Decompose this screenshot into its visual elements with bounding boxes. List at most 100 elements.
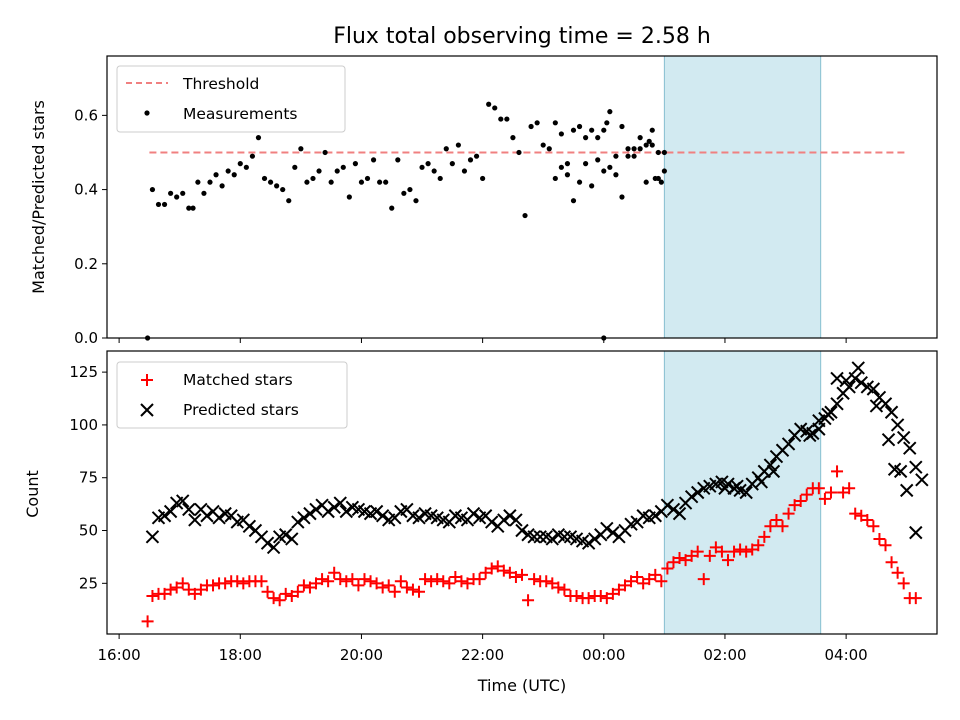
matched-point — [310, 577, 323, 590]
count-panel: 16:00 18:00 20:00 22:00 00:00 02:00 04:00 25 50 7… — [69, 350, 938, 664]
matched-point — [637, 577, 650, 590]
predicted-point — [200, 509, 214, 523]
measurement-point — [467, 157, 474, 163]
measurement-point — [583, 161, 589, 167]
matched-point — [255, 575, 268, 588]
matched-point — [812, 482, 825, 495]
matched-point — [285, 589, 298, 602]
predicted-point — [260, 536, 275, 550]
matched-point — [479, 566, 492, 579]
measurement-point — [480, 175, 486, 182]
count-legend: Matched stars Predicted stars — [116, 361, 348, 429]
measurement-point — [576, 123, 583, 130]
predicted-point — [821, 407, 835, 422]
measurement-point — [237, 161, 243, 167]
matched-point — [141, 615, 154, 628]
matched-point — [794, 494, 807, 507]
predicted-point — [830, 371, 844, 386]
measurements-series — [144, 101, 667, 341]
measurement-point — [570, 127, 577, 133]
predicted-point — [684, 490, 699, 504]
matched-point — [667, 556, 680, 569]
measurement-point — [443, 146, 449, 152]
predicted-point — [881, 432, 896, 447]
measurement-point — [504, 116, 510, 122]
measurement-point — [625, 146, 631, 152]
predicted-point — [327, 500, 341, 514]
measurement-point — [358, 179, 365, 185]
matched-point — [558, 583, 571, 596]
predicted-point — [666, 502, 681, 517]
threshold-legend-label: Threshold — [182, 75, 259, 93]
predicted-point — [660, 498, 675, 512]
matched-point — [419, 573, 432, 586]
matched-point — [782, 507, 795, 520]
predicted-point — [690, 485, 705, 500]
matched-point — [297, 579, 310, 592]
measurement-point — [534, 120, 540, 126]
measurement-point — [149, 186, 156, 193]
measurement-point — [186, 205, 192, 211]
measurement-point — [643, 142, 649, 148]
predicted-point — [545, 532, 559, 546]
predicted-point — [606, 525, 620, 540]
measurement-point — [601, 127, 607, 133]
matched-point — [437, 575, 450, 588]
measurement-point — [304, 179, 310, 185]
x-tick-label: 02:00 — [703, 646, 746, 664]
matched-point — [691, 545, 704, 558]
measurement-point — [395, 157, 401, 163]
predicted-point — [285, 532, 299, 546]
measurement-point — [637, 135, 643, 141]
measurement-point — [340, 164, 346, 170]
measurement-point — [655, 149, 661, 156]
predicted-point — [188, 513, 202, 527]
measurement-point — [589, 183, 595, 189]
measurement-point — [576, 179, 583, 185]
measurement-point — [473, 153, 480, 159]
matched-point — [728, 545, 741, 558]
matched-point — [552, 581, 565, 594]
measurement-point — [383, 179, 389, 185]
matched-point — [831, 465, 844, 478]
predicted-point — [533, 530, 547, 544]
predicted-point — [900, 483, 914, 498]
measurement-point — [661, 168, 667, 174]
predicted-point — [781, 437, 796, 451]
matched-point — [279, 587, 292, 600]
predicted-point — [266, 540, 281, 555]
predicted-point — [903, 441, 917, 455]
predicted-point — [515, 523, 529, 538]
measurement-point — [607, 109, 613, 115]
matched-point — [322, 575, 335, 588]
count-y-tick-label: 125 — [69, 363, 98, 381]
measurement-point — [631, 153, 637, 159]
matched-point — [516, 568, 528, 581]
matched-point — [612, 583, 625, 596]
ratio-axes-frame — [106, 55, 938, 339]
matched-point — [413, 585, 426, 598]
measurement-point — [225, 168, 231, 174]
measurement-point — [322, 149, 328, 156]
ratio-y-tick-label: 0.6 — [74, 106, 98, 124]
predicted-point — [739, 485, 753, 500]
measurement-point — [510, 135, 516, 141]
measurement-point — [328, 179, 334, 185]
matched-point — [443, 577, 456, 590]
matched-point — [600, 592, 613, 605]
matched-point — [897, 577, 910, 590]
measurement-point — [413, 198, 419, 204]
matched-point — [709, 541, 722, 554]
matched-point — [818, 492, 831, 505]
matched-point — [752, 539, 765, 552]
predicted-point — [212, 511, 226, 525]
ratio-highlight-span — [663, 55, 822, 339]
predicted-point — [848, 371, 862, 386]
measurement-point — [631, 146, 637, 152]
predicted-point — [648, 509, 662, 523]
measurement-point — [180, 190, 186, 196]
matched-point — [497, 564, 510, 577]
predicted-point — [869, 399, 884, 413]
matched-point — [237, 577, 250, 590]
